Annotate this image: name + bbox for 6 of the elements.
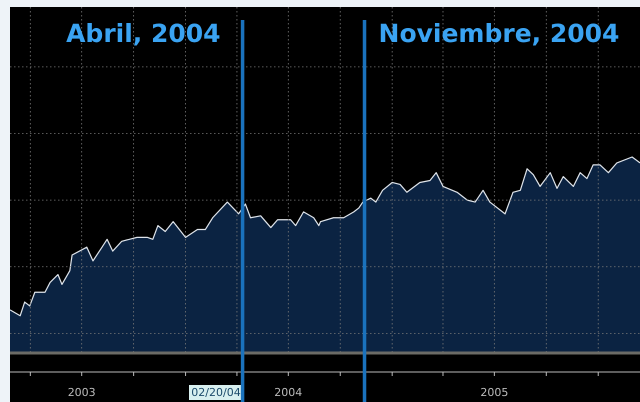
x-tick-label: 2003 [68, 386, 96, 399]
x-tick-label: 2004 [274, 386, 302, 399]
ref-line-label: Noviembre, 2004 [378, 19, 620, 48]
x-tick-label: 2005 [480, 386, 508, 399]
ref-line-label: Abril, 2004 [66, 19, 221, 48]
text: 02/20/04 [191, 386, 241, 399]
